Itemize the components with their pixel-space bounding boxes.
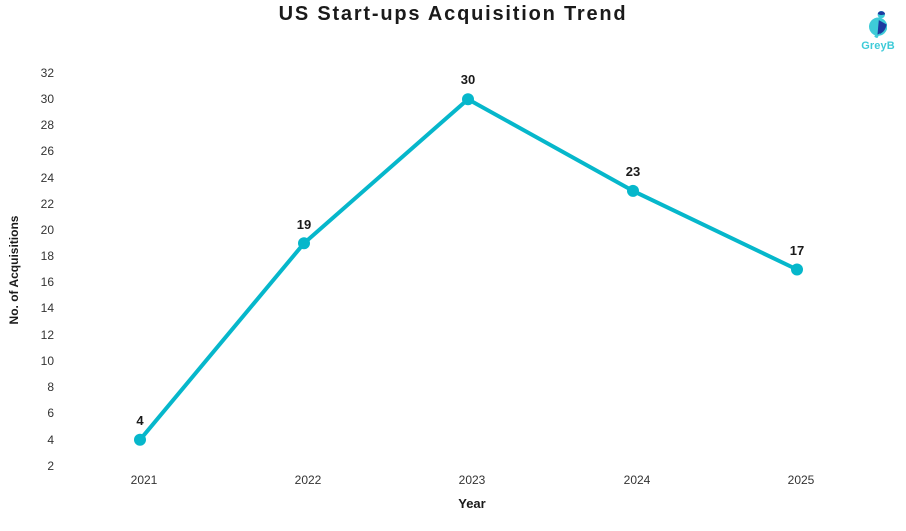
svg-text:16: 16 <box>41 275 55 289</box>
svg-text:30: 30 <box>461 72 475 87</box>
svg-text:8: 8 <box>47 380 54 394</box>
svg-text:22: 22 <box>41 197 55 211</box>
svg-text:6: 6 <box>47 406 54 420</box>
svg-text:17: 17 <box>790 243 804 258</box>
svg-text:2: 2 <box>47 459 54 473</box>
svg-text:18: 18 <box>41 249 55 263</box>
svg-text:26: 26 <box>41 144 55 158</box>
svg-text:Year: Year <box>458 496 485 511</box>
svg-text:23: 23 <box>626 164 640 179</box>
svg-text:24: 24 <box>41 171 55 185</box>
svg-text:14: 14 <box>41 301 55 315</box>
svg-text:2023: 2023 <box>459 473 486 487</box>
svg-text:2021: 2021 <box>131 473 158 487</box>
svg-text:4: 4 <box>136 413 144 428</box>
svg-text:10: 10 <box>41 354 55 368</box>
svg-text:32: 32 <box>41 66 55 80</box>
svg-text:30: 30 <box>41 92 55 106</box>
svg-text:19: 19 <box>297 217 311 232</box>
svg-text:2025: 2025 <box>788 473 815 487</box>
svg-text:No. of Acquisitions: No. of Acquisitions <box>7 215 21 324</box>
svg-text:20: 20 <box>41 223 55 237</box>
svg-text:2024: 2024 <box>624 473 651 487</box>
svg-text:4: 4 <box>47 433 54 447</box>
svg-text:12: 12 <box>41 328 55 342</box>
svg-text:28: 28 <box>41 118 55 132</box>
svg-text:2022: 2022 <box>295 473 322 487</box>
